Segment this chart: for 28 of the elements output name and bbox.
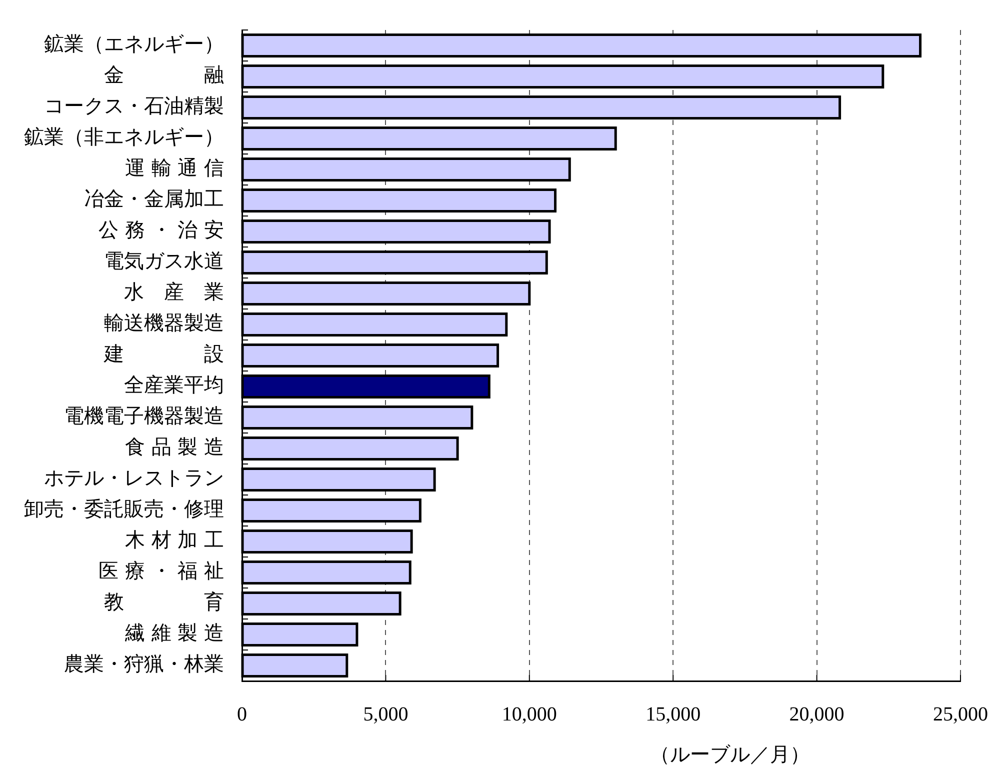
y-tick-label: 鉱業（非エネルギー） [24,124,224,149]
x-tick-label: 15,000 [646,703,701,726]
y-tick-label: 教 育 [104,590,224,614]
y-tick-label: 鉱業（エネルギー） [44,32,224,56]
y-tick-label: 水 産 業 [124,280,224,304]
y-tick-label: 電機電子機器製造 [64,404,224,428]
x-tick-label: 20,000 [789,703,844,726]
y-tick-label: 卸売・委託販売・修理 [24,496,224,521]
y-tick-label: 木 材 加 工 [124,528,224,552]
x-axis-title: （ルーブル／月） [650,742,810,766]
y-tick-label: 公 務 ・ 治 安 [98,218,224,242]
y-tick-label: 建 設 [103,342,224,366]
y-tick-label: 食 品 製 造 [124,434,224,459]
y-tick-label: 金 融 [104,62,224,87]
x-tick-label: 0 [237,703,247,726]
y-tick-label: 全産業平均 [124,372,224,397]
y-tick-label: 冶金・金属加工 [84,186,224,211]
x-tick-label: 10,000 [502,703,557,726]
y-tick-label: 繊 維 製 造 [124,620,224,645]
x-tick-label: 25,000 [933,703,988,726]
y-tick-label: ホテル・レストラン [44,466,224,490]
y-tick-label: 医 療 ・ 福 祉 [98,558,224,583]
y-tick-label: 農業・狩猟・林業 [64,652,224,676]
y-tick-label: 輸送機器製造 [104,310,224,335]
x-tick-label: 5,000 [363,703,408,726]
y-tick-label: コークス・石油精製 [44,94,224,118]
y-tick-label: 運 輸 通 信 [124,156,224,180]
y-tick-label: 電気ガス水道 [104,248,224,273]
